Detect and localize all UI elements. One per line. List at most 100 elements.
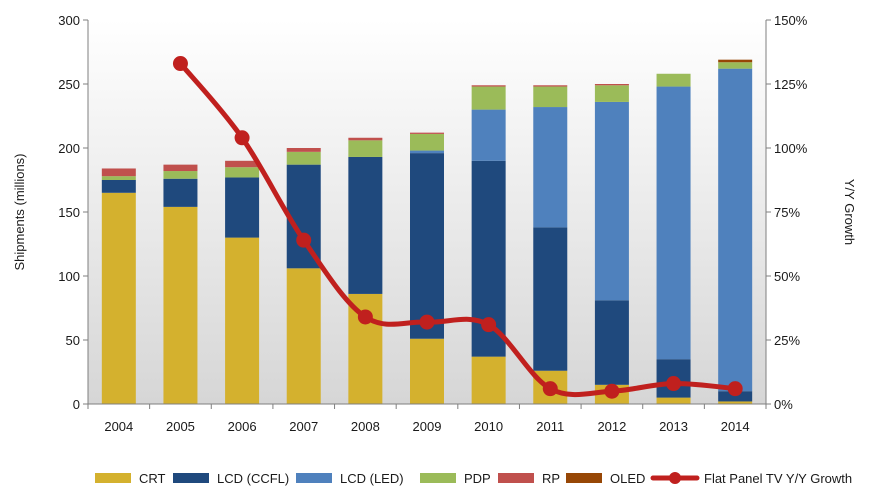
x-tick-label-2010: 2010: [474, 419, 503, 434]
bar-rp-2007: [286, 148, 321, 152]
bar-rp-2011: [533, 85, 568, 87]
bar-pdp-2009: [410, 133, 444, 151]
legend-label-growth: Flat Panel TV Y/Y Growth: [704, 471, 852, 486]
bar-pdp-2004: [101, 176, 136, 180]
axes-layer: 0 0% 50 25% 100 50% 150 75% 200 100% 250 125% 300 150…: [12, 13, 857, 434]
bar-crt-2005: [163, 206, 198, 404]
y2-tick-label: 50%: [774, 269, 800, 284]
x-tick-label-2005: 2005: [166, 419, 195, 434]
bar-crt-2009: [410, 338, 444, 404]
bar-lcd-ccfl-2011: [533, 227, 568, 371]
y2-tick-label: 25%: [774, 333, 800, 348]
x-tick-label-2012: 2012: [597, 419, 626, 434]
bar-rp-2008: [348, 137, 383, 141]
legend: CRT LCD (CCFL) LCD (LED) PDP RP OLED Flat Pane…: [95, 471, 852, 486]
bar-crt-2004: [101, 192, 136, 404]
bar-pdp-2010: [471, 86, 506, 110]
x-tick-label-2009: 2009: [413, 419, 442, 434]
legend-label-rp: RP: [542, 471, 560, 486]
legend-swatch-oled: [566, 473, 602, 483]
bar-pdp-2013: [656, 73, 691, 87]
y-tick-label: 0: [73, 397, 80, 412]
bar-pdp-2014: [718, 62, 753, 69]
y-tick-label: 50: [66, 333, 80, 348]
bar-lcd-led-2009: [410, 150, 444, 154]
growth-point-2014: [727, 381, 743, 397]
bar-crt-2010: [471, 356, 506, 404]
bar-lcd-ccfl-2006: [225, 177, 260, 238]
growth-point-2007: [296, 232, 312, 248]
y-tick-label: 150: [58, 205, 80, 220]
y-tick-label: 100: [58, 269, 80, 284]
y-tick-label: 200: [58, 141, 80, 156]
legend-label-lcd-ccfl: LCD (CCFL): [217, 471, 289, 486]
bar-pdp-2006: [225, 167, 260, 178]
bar-lcd-led-2013: [656, 86, 691, 360]
bar-pdp-2008: [348, 140, 383, 157]
x-tick-label-2006: 2006: [228, 419, 257, 434]
legend-label-lcd-led: LCD (LED): [340, 471, 404, 486]
y2-tick-label: 0%: [774, 397, 793, 412]
legend-label-crt: CRT: [139, 471, 166, 486]
x-tick-label-2008: 2008: [351, 419, 380, 434]
bar-lcd-ccfl-2008: [348, 156, 383, 294]
y-tick-label: 250: [58, 77, 80, 92]
bar-crt-2014: [718, 401, 753, 404]
y2-tick-label: 150%: [774, 13, 808, 28]
legend-swatch-pdp: [420, 473, 456, 483]
bar-crt-2013: [656, 397, 691, 404]
bar-oled-2014: [718, 59, 753, 63]
x-tick-label-2013: 2013: [659, 419, 688, 434]
bar-lcd-ccfl-2004: [101, 180, 136, 193]
bar-lcd-led-2014: [718, 68, 753, 392]
bar-rp-2010: [471, 85, 506, 87]
growth-point-2010: [481, 317, 497, 333]
legend-swatch-lcd-ccfl: [173, 473, 209, 483]
growth-point-2005: [172, 56, 188, 72]
growth-point-2011: [542, 381, 558, 397]
bar-rp-2005: [163, 164, 198, 172]
legend-label-pdp: PDP: [464, 471, 491, 486]
bar-rp-2006: [225, 160, 260, 168]
x-tick-label-2007: 2007: [289, 419, 318, 434]
y-tick-label: 300: [58, 13, 80, 28]
bar-lcd-ccfl-2005: [163, 178, 198, 207]
y-axis-title: Shipments (millions): [12, 153, 27, 270]
legend-label-oled: OLED: [610, 471, 645, 486]
bar-rp-2004: [101, 168, 136, 177]
y2-tick-label: 100%: [774, 141, 808, 156]
growth-line-layer: [172, 56, 743, 399]
legend-swatch-crt: [95, 473, 131, 483]
x-tick-label-2004: 2004: [104, 419, 133, 434]
growth-point-2008: [357, 309, 373, 325]
bar-lcd-ccfl-2007: [286, 164, 321, 269]
bar-lcd-led-2010: [471, 109, 506, 161]
legend-swatch-rp: [498, 473, 534, 483]
x-tick-label-2014: 2014: [721, 419, 750, 434]
bar-rp-2009: [410, 132, 444, 134]
bar-rp-2012: [594, 84, 629, 86]
bar-pdp-2011: [533, 86, 568, 108]
bar-pdp-2007: [286, 151, 321, 165]
bars-layer: [101, 59, 753, 404]
growth-line: [177, 61, 738, 398]
legend-swatch-lcd-led: [296, 473, 332, 483]
growth-point-2006: [234, 130, 250, 146]
bar-lcd-ccfl-2009: [410, 153, 444, 339]
bar-crt-2006: [225, 237, 260, 404]
growth-point-2012: [604, 383, 620, 399]
bar-pdp-2012: [594, 85, 629, 102]
y2-axis-title: Y/Y Growth: [842, 179, 857, 245]
bar-pdp-2005: [163, 171, 198, 179]
y2-tick-label: 75%: [774, 205, 800, 220]
growth-point-2013: [666, 376, 682, 392]
bar-lcd-ccfl-2014: [718, 391, 753, 402]
bar-lcd-led-2012: [594, 101, 629, 301]
bar-lcd-led-2011: [533, 107, 568, 228]
growth-point-2009: [419, 314, 435, 330]
legend-swatch-growth-marker: [669, 472, 681, 484]
x-tick-label-2011: 2011: [536, 419, 564, 434]
y2-tick-label: 125%: [774, 77, 808, 92]
bar-crt-2007: [286, 268, 321, 404]
